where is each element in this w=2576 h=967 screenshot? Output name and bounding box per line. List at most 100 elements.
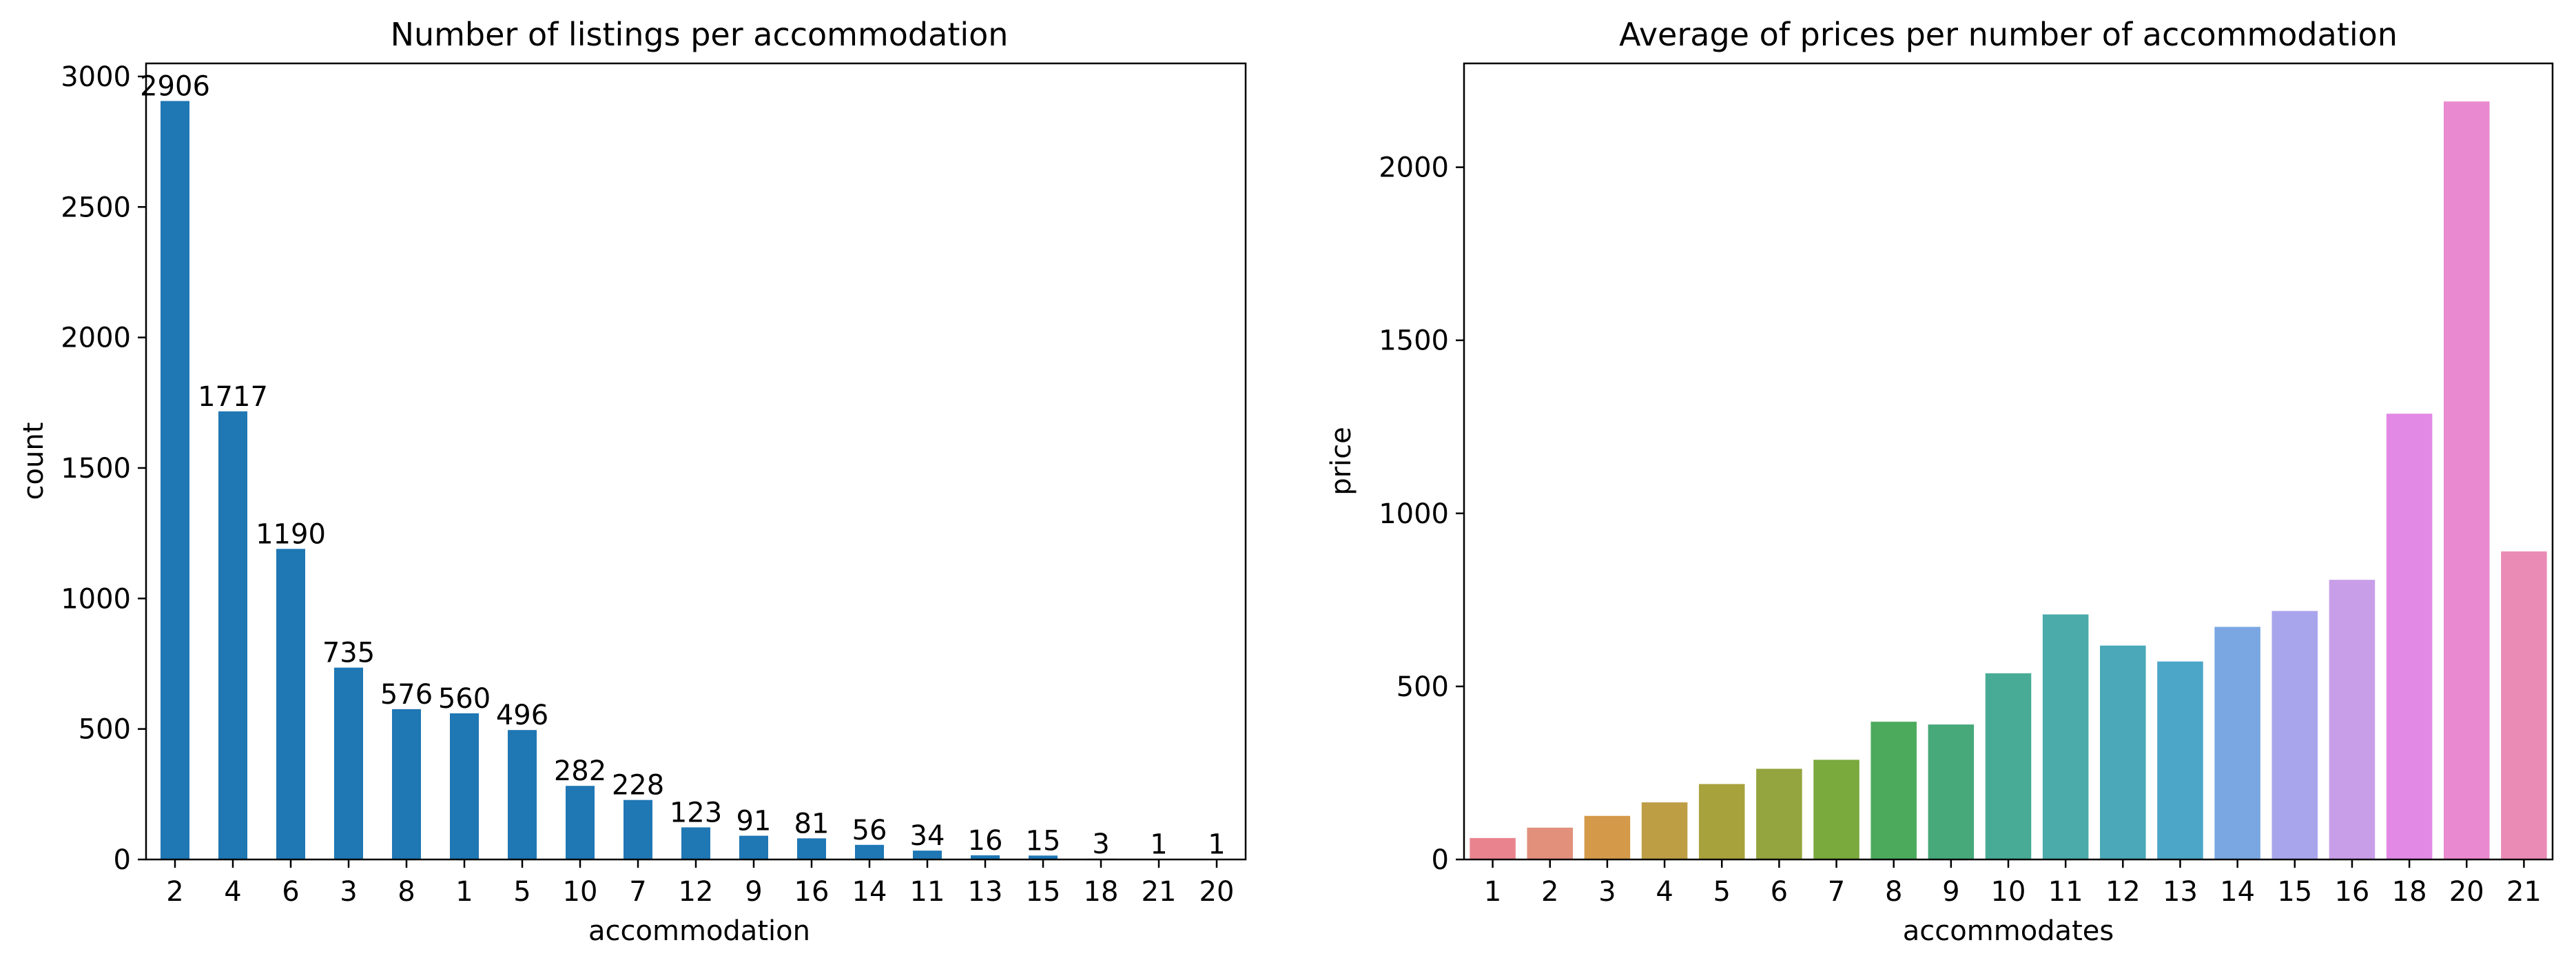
chart2-y-axis-label: price (1326, 427, 1357, 496)
x-tick-label-20: 20 (1199, 876, 1235, 908)
bar-7 (1813, 760, 1859, 859)
x-tick-label-8: 8 (1885, 876, 1902, 908)
bar-1 (450, 713, 479, 859)
chart1-y-axis-label: count (18, 423, 50, 500)
bar-5 (1698, 784, 1745, 859)
chart2-x-axis-label: accommodates (1903, 915, 2114, 947)
bar-13 (971, 855, 1000, 859)
data-label-18: 3 (1092, 828, 1109, 860)
bar-20 (2444, 101, 2490, 860)
data-label-3: 735 (322, 638, 375, 669)
y-tick-label-1500: 1500 (1379, 325, 1449, 357)
chart2-x-ticks: 1 2 3 4 5 6 7 8 9 10 11 12 13 14 15 16 18 20 21 (1484, 859, 2542, 908)
x-tick-label-1: 1 (1484, 876, 1501, 908)
bar-11 (913, 851, 942, 859)
x-tick-label-6: 6 (1771, 876, 1788, 908)
x-tick-label-16: 16 (794, 876, 830, 908)
x-tick-label-1: 1 (455, 876, 473, 908)
y-tick-label-500: 500 (1397, 671, 1449, 703)
bar-9 (739, 835, 768, 859)
bar-3 (1584, 815, 1631, 859)
x-tick-label-8: 8 (398, 876, 415, 908)
x-tick-label-4: 4 (224, 876, 241, 908)
y-tick-label-2000: 2000 (1379, 152, 1449, 184)
x-tick-label-21: 21 (1142, 876, 1177, 908)
y-tick-label-0: 0 (1432, 844, 1449, 876)
data-label-8: 576 (380, 679, 433, 711)
x-tick-label-12: 12 (679, 876, 714, 908)
bar-16 (797, 838, 826, 859)
x-tick-label-7: 7 (1828, 876, 1845, 908)
x-tick-label-3: 3 (340, 876, 357, 908)
x-tick-label-6: 6 (282, 876, 299, 908)
data-label-21: 1 (1150, 829, 1167, 861)
x-tick-label-3: 3 (1598, 876, 1616, 908)
x-tick-label-11: 11 (2048, 876, 2083, 908)
bar-6 (276, 549, 305, 859)
x-tick-label-16: 16 (2334, 876, 2369, 908)
bar-11 (2042, 614, 2089, 859)
chart-average-price-per-accommodation: Average of prices per number of accommod… (1326, 16, 2554, 947)
x-tick-label-15: 15 (2277, 876, 2312, 908)
bar-15 (2271, 611, 2318, 859)
bar-7 (624, 800, 652, 859)
data-label-16: 81 (794, 808, 830, 839)
y-tick-label-3000: 3000 (61, 61, 131, 93)
data-label-7: 228 (612, 770, 664, 802)
x-tick-label-5: 5 (1713, 876, 1730, 908)
chart1-x-ticks: 2 4 6 3 8 1 5 10 7 12 9 16 14 11 13 15 18 21 20 (166, 859, 1234, 908)
y-tick-label-1500: 1500 (61, 453, 131, 485)
data-label-10: 282 (554, 755, 606, 787)
chart2-bars (1470, 101, 2547, 860)
bar-3 (334, 667, 363, 859)
bar-5 (508, 730, 537, 859)
x-tick-label-4: 4 (1656, 876, 1673, 908)
bar-6 (1756, 768, 1802, 859)
bar-10 (566, 786, 595, 859)
data-label-5: 496 (496, 700, 548, 731)
data-label-1: 560 (438, 683, 491, 715)
x-tick-label-15: 15 (1026, 876, 1061, 908)
x-tick-label-10: 10 (563, 876, 598, 908)
x-tick-label-13: 13 (2163, 876, 2198, 908)
data-label-11: 34 (910, 820, 945, 852)
x-tick-label-5: 5 (513, 876, 530, 908)
data-label-13: 16 (968, 825, 1003, 857)
y-tick-label-0: 0 (114, 844, 131, 876)
bar-2 (1527, 827, 1573, 859)
data-label-9: 91 (736, 806, 772, 837)
bar-4 (218, 411, 247, 859)
data-label-20: 1 (1208, 829, 1225, 861)
x-tick-label-14: 14 (2220, 876, 2255, 908)
bar-12 (681, 827, 710, 859)
bar-8 (392, 709, 421, 859)
bar-14 (2214, 627, 2260, 859)
chart1-y-ticks: 0 500 1000 1500 2000 2500 3000 (61, 61, 146, 876)
x-tick-label-2: 2 (1541, 876, 1558, 908)
bar-12 (2100, 645, 2146, 859)
data-label-4: 1717 (198, 381, 268, 413)
x-tick-label-20: 20 (2449, 876, 2484, 908)
chart1-x-axis-label: accommodation (588, 915, 810, 947)
bar-2 (161, 101, 189, 859)
bar-18 (2386, 414, 2433, 859)
x-tick-label-11: 11 (910, 876, 945, 908)
x-tick-label-10: 10 (1991, 876, 2026, 908)
bar-4 (1641, 802, 1688, 859)
x-tick-label-13: 13 (968, 876, 1003, 908)
y-tick-label-2500: 2500 (61, 192, 131, 223)
data-label-6: 1190 (256, 518, 326, 550)
chart2-plot-frame (1463, 62, 2554, 861)
bar-1 (1470, 837, 1516, 859)
chart1-plot-frame (145, 62, 1247, 861)
x-tick-label-14: 14 (852, 876, 887, 908)
bar-8 (1871, 722, 1917, 859)
x-tick-label-7: 7 (629, 876, 646, 908)
chart2-title: Average of prices per number of accommod… (1619, 16, 2398, 53)
data-label-15: 15 (1026, 825, 1061, 857)
bar-16 (2329, 580, 2376, 859)
chart2-y-ticks: 0 500 1000 1500 2000 (1379, 152, 1464, 876)
x-tick-label-2: 2 (166, 876, 183, 908)
